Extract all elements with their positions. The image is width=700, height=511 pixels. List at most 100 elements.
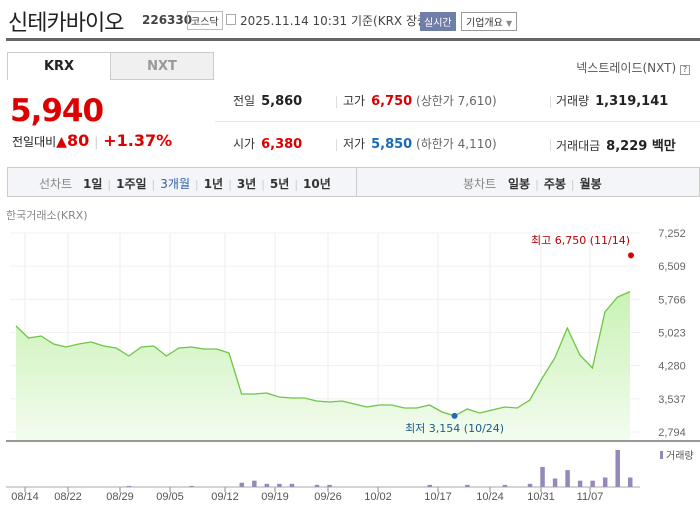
exchange-label: 한국거래소(KRX) [6, 209, 88, 222]
upper-limit: (상한가 7,610) [416, 94, 497, 108]
price-area [16, 291, 630, 441]
label: 전일 [233, 94, 256, 108]
value: 5,850 [371, 137, 413, 152]
period-tabs: 1일 | 1주일 | 3개월 | 1년 | 3년 | 5년 | 10년 [83, 175, 331, 192]
divider: | [107, 178, 112, 191]
candle-tab-0[interactable]: 일봉 [508, 177, 531, 191]
volume-bar [314, 484, 320, 487]
x-tick-label: 10/02 [364, 491, 392, 503]
y-tick-label: 5,023 [658, 328, 686, 340]
x-tick-label: 09/19 [261, 491, 289, 503]
up-triangle-icon: ▲ [56, 134, 67, 150]
change-percent: +1.37% [103, 131, 173, 150]
x-tick-label: 10/24 [476, 491, 504, 503]
candle-chart-label: 봉차트 [463, 177, 497, 191]
divider [215, 121, 700, 122]
x-tick-label: 08/22 [54, 491, 82, 503]
volume-bar [264, 483, 270, 487]
label: 거래량 [556, 94, 590, 108]
volume-bar [427, 484, 433, 487]
divider: | [261, 178, 265, 191]
price-line [15, 291, 631, 417]
x-tick-label: 10/17 [424, 491, 452, 503]
volume-bar [126, 485, 132, 487]
tab-krx[interactable]: KRX [7, 52, 111, 80]
y-tick-label: 6,509 [658, 261, 686, 273]
volume-bar [577, 480, 583, 487]
nxt-link[interactable]: 넥스트레이드(NXT) ? [576, 59, 690, 76]
volume-bar [189, 485, 194, 487]
stock-name: 신테카바이오 [8, 11, 124, 36]
divider [336, 139, 337, 151]
high-annotation: 최고 6,750 (11/14) [531, 234, 630, 247]
calendar-icon [226, 14, 236, 25]
value: 8,229 백만 [606, 139, 676, 154]
datetime: 2025.11.14 10:31 [240, 14, 348, 28]
divider: | [228, 178, 232, 191]
period-tab-4[interactable]: 3년 [236, 177, 257, 191]
stat-open: 시가 6,380 [233, 135, 302, 152]
change-label: 전일대비 [12, 135, 57, 149]
candle-tab-1[interactable]: 주봉 [543, 177, 566, 191]
period-tab-2[interactable]: 3개월 [160, 177, 190, 191]
volume-bar [552, 478, 558, 487]
y-tick-label: 7,252 [658, 228, 686, 240]
volume-bar [239, 482, 245, 487]
label: 거래대금 [556, 139, 601, 153]
current-price: 5,940 [10, 93, 104, 129]
divider: | [151, 178, 156, 191]
period-tab-0[interactable]: 1일 [83, 177, 103, 191]
divider [336, 96, 337, 108]
volume-bar [252, 480, 257, 487]
stat-amount: 거래대금 8,229 백만 [556, 135, 676, 154]
divider [550, 96, 551, 108]
volume-bar [590, 480, 595, 487]
divider [6, 38, 700, 41]
volume-bar [289, 483, 295, 487]
value: 6,750 [371, 94, 413, 109]
chevron-down-icon: ▼ [506, 19, 513, 28]
y-tick-label: 3,537 [658, 394, 686, 406]
value: 5,860 [261, 94, 303, 109]
price-change: 전일대비▲80 | +1.37% [12, 131, 173, 150]
label: 고가 [343, 94, 366, 108]
stat-high: 고가 6,750 (상한가 7,610) [343, 92, 497, 109]
x-tick-label: 09/26 [314, 491, 342, 503]
value: 6,380 [261, 137, 303, 152]
divider: | [194, 178, 199, 191]
divider: | [535, 178, 539, 191]
x-tick-label: 11/07 [577, 491, 604, 503]
stat-volume: 거래량 1,319,141 [556, 92, 668, 109]
x-tick-label: 08/14 [11, 491, 39, 503]
x-tick-label: 09/05 [156, 491, 184, 503]
candle-tab-2[interactable]: 월봉 [579, 177, 602, 191]
divider [550, 139, 551, 151]
volume-bar [602, 477, 608, 487]
volume-bar [540, 466, 545, 487]
volume-bar [565, 470, 570, 487]
nxt-label: 넥스트레이드(NXT) [576, 61, 677, 75]
change-value: 80 [66, 131, 90, 150]
volume-bar [277, 483, 282, 487]
divider: | [570, 178, 575, 191]
help-icon[interactable]: ? [680, 65, 690, 75]
basis: 기준(KRX 장중) [350, 14, 433, 28]
volume-legend-icon [660, 451, 663, 459]
company-info-dropdown[interactable]: 기업개요 ▼ [461, 12, 518, 31]
period-tab-3[interactable]: 1년 [203, 177, 224, 191]
volume-bar [502, 484, 508, 487]
market-badge: 코스닥 [187, 11, 223, 30]
chart-toolbar: 선차트 1일 | 1주일 | 3개월 | 1년 | 3년 | 5년 | 10년 봉차트 일봉 | 주봉 | 월봉 [7, 167, 700, 197]
stat-prev: 전일 5,860 [233, 92, 302, 109]
tab-nxt[interactable]: NXT [110, 52, 214, 80]
period-tab-1[interactable]: 1주일 [116, 177, 147, 191]
realtime-button[interactable]: 실시간 [420, 12, 456, 31]
period-tab-5[interactable]: 5년 [269, 177, 290, 191]
high-marker [628, 252, 634, 259]
label: 저가 [343, 137, 366, 151]
candle-tabs: 일봉 | 주봉 | 월봉 [508, 175, 602, 192]
period-tab-6[interactable]: 10년 [303, 177, 331, 191]
lower-limit: (하한가 4,110) [416, 137, 497, 151]
volume-bar [628, 477, 633, 487]
